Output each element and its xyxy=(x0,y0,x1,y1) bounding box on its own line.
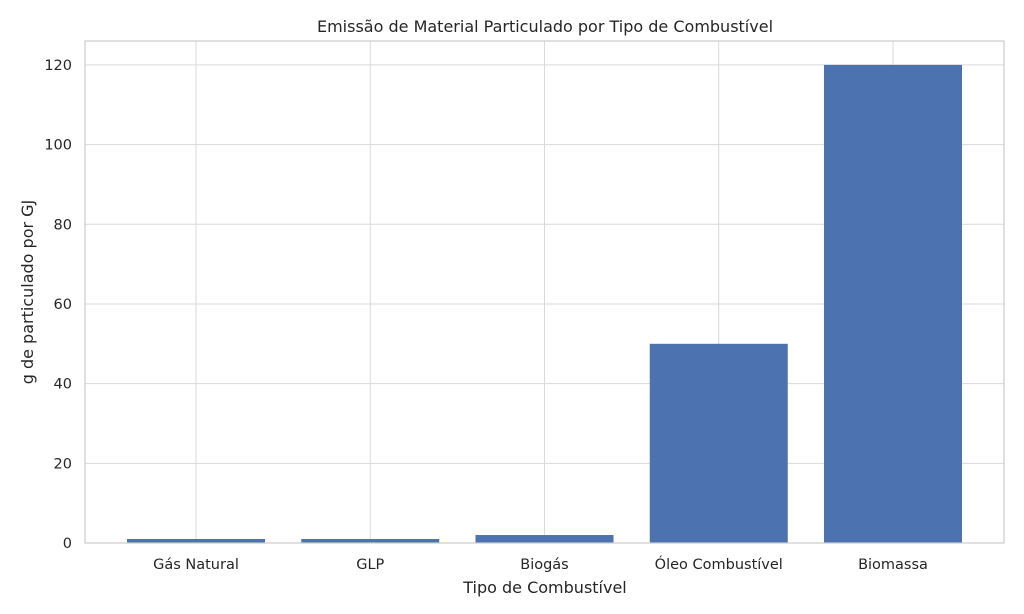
bar-layer xyxy=(127,64,962,544)
y-tick-label: 0 xyxy=(63,536,72,552)
plot-frame xyxy=(84,40,1005,544)
bar-glp xyxy=(301,539,440,543)
y-tick-label: 60 xyxy=(54,297,72,313)
chart-title: Emissão de Material Particulado por Tipo… xyxy=(317,17,773,36)
y-tick-label: 40 xyxy=(54,377,72,393)
x-tick-label: Biomassa xyxy=(858,557,928,573)
bar-biomassa xyxy=(824,64,962,544)
y-tick-label: 120 xyxy=(44,58,72,74)
y-tick-labels: 0 20 40 60 80 100 120 xyxy=(44,58,72,552)
bar-gás-natural xyxy=(127,539,265,543)
x-tick-label: Gás Natural xyxy=(153,557,239,573)
bar-óleo-combustível xyxy=(649,343,788,543)
x-tick-label: Óleo Combustível xyxy=(655,555,783,573)
bar-biogás xyxy=(475,535,614,543)
y-tick-label: 100 xyxy=(44,138,72,154)
x-tick-label: Biogás xyxy=(520,557,569,573)
x-tick-label: GLP xyxy=(356,557,384,573)
y-tick-label: 20 xyxy=(54,456,72,472)
y-axis-label: g de particulado por GJ xyxy=(18,200,37,385)
y-tick-label: 80 xyxy=(54,217,72,233)
x-tick-labels: Gás Natural GLP Biogás Óleo Combustível Biom… xyxy=(153,555,928,573)
x-axis-label: Tipo de Combustível xyxy=(462,578,627,597)
